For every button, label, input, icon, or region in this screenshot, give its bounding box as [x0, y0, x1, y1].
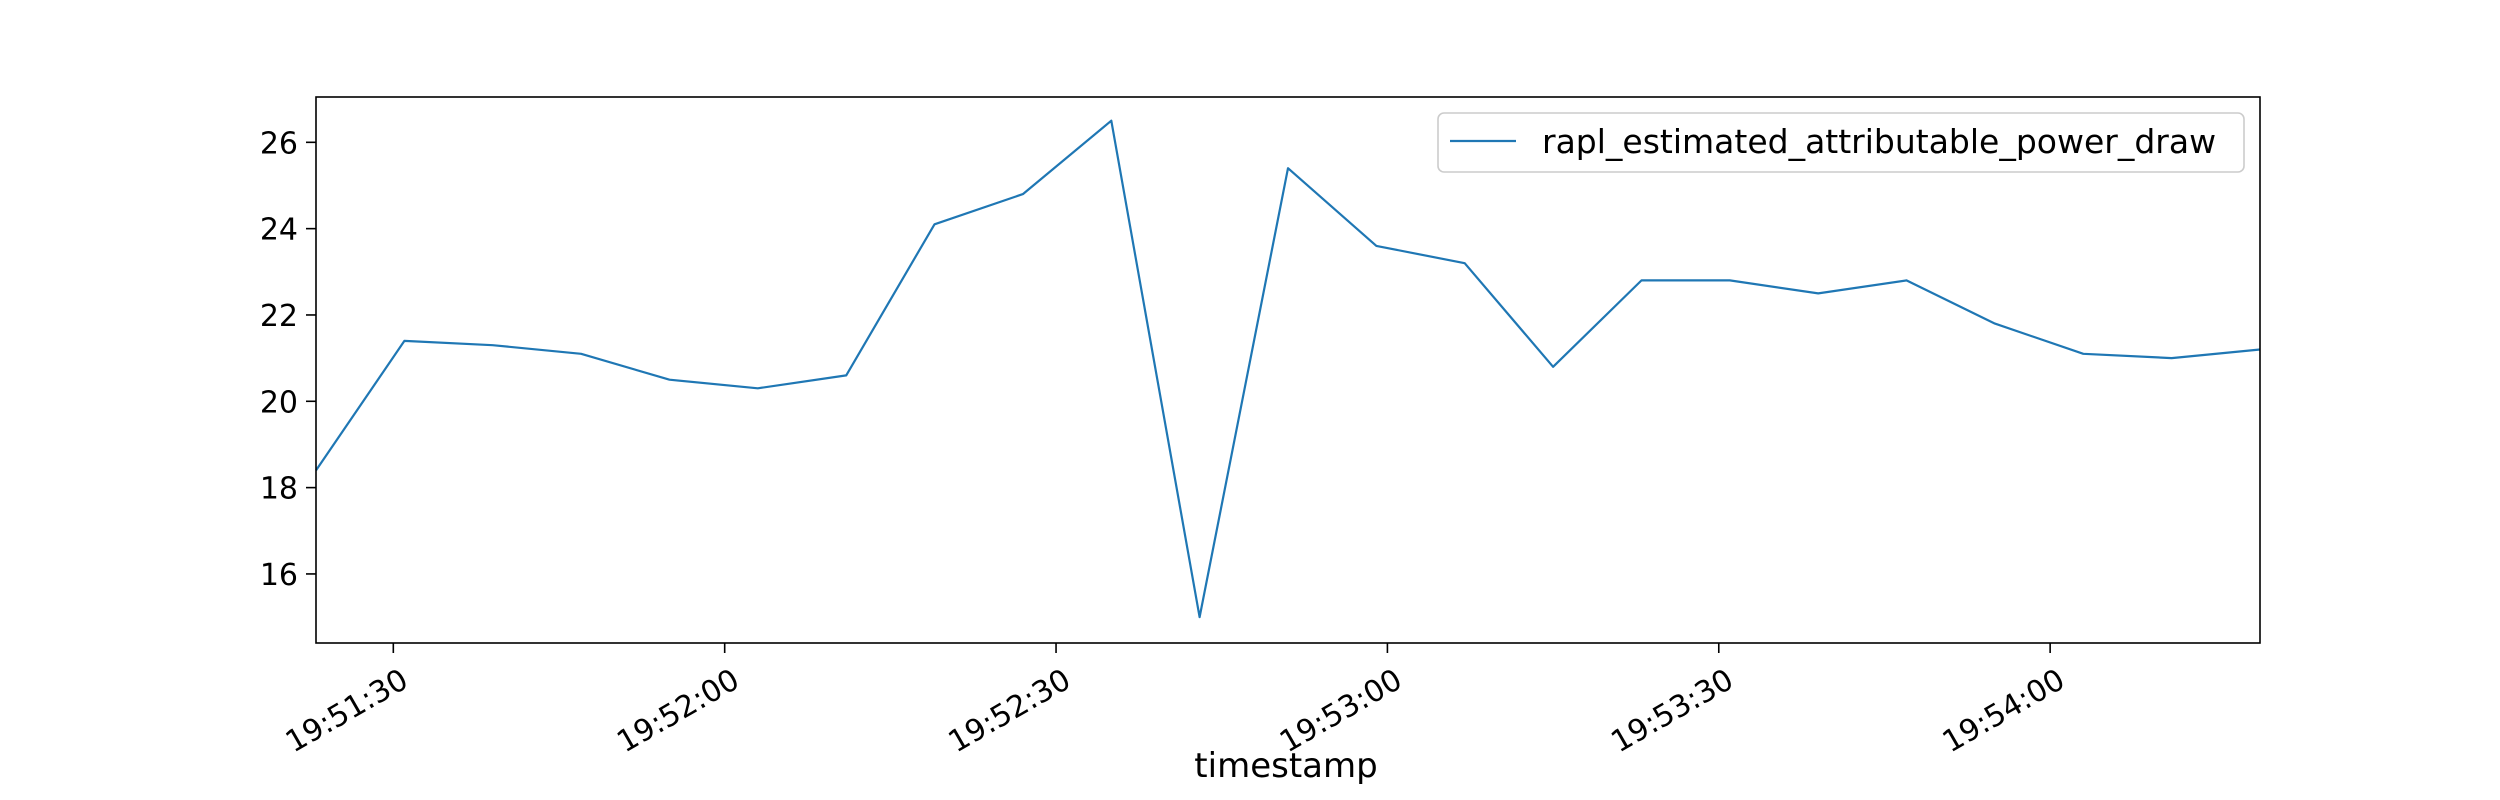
legend: rapl_estimated_attributable_power_draw — [1437, 112, 2245, 173]
x-tick-label: 19:51:30 — [280, 662, 414, 760]
y-tick-label: 22 — [260, 299, 298, 334]
y-tick-label: 24 — [260, 213, 298, 248]
legend-label: rapl_estimated_attributable_power_draw — [1542, 122, 2216, 161]
series-layer — [315, 119, 2261, 619]
x-tick-label: 19:52:00 — [611, 662, 745, 760]
y-axis: 16 18 20 22 24 26 — [260, 126, 316, 593]
plot-frame — [315, 96, 2261, 644]
series-line — [315, 119, 2261, 619]
y-tick-label: 18 — [260, 472, 298, 507]
x-axis-title: timestamp — [1194, 746, 1377, 786]
x-tick-label: 19:54:00 — [1937, 662, 2071, 760]
x-axis: 19:51:30 19:52:00 19:52:30 19:53:00 19:53:30… — [280, 643, 2071, 760]
x-tick-label: 19:53:30 — [1605, 662, 1739, 760]
legend-box — [1437, 112, 2245, 173]
x-tick-label: 19:52:30 — [943, 662, 1077, 760]
y-tick-label: 20 — [260, 385, 298, 420]
plot-area — [316, 97, 2260, 643]
y-tick-label: 26 — [260, 126, 298, 161]
y-tick-label: 16 — [260, 558, 298, 593]
